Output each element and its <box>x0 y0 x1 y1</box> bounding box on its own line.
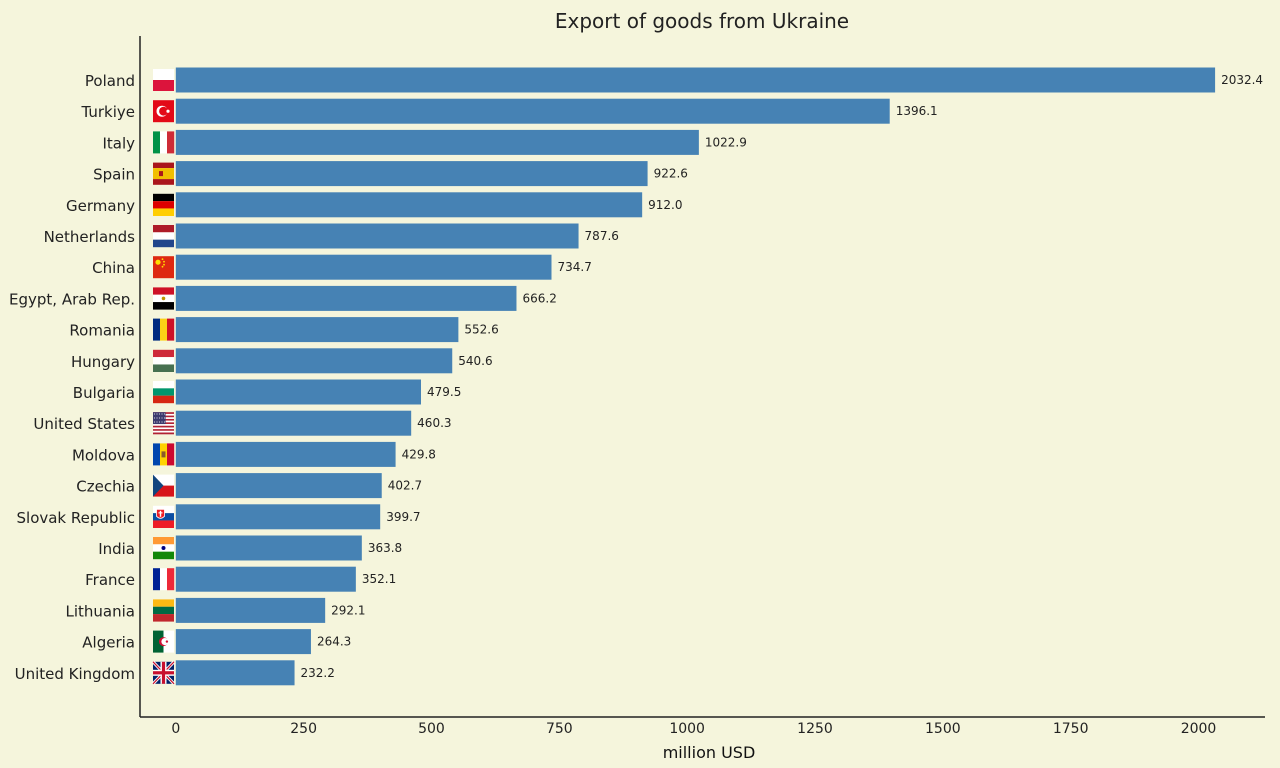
category-label: Algeria <box>82 634 135 652</box>
category-label: Netherlands <box>44 228 136 246</box>
category-label: Germany <box>66 197 135 215</box>
category-label: Spain <box>93 166 135 184</box>
bar-algeria <box>175 629 311 655</box>
value-label: 292.1 <box>331 603 365 617</box>
bar-czechia <box>175 473 382 499</box>
bar-poland <box>175 67 1216 93</box>
lithuania-flag-icon <box>153 599 174 622</box>
value-label: 922.6 <box>654 167 688 181</box>
x-tick-label: 1000 <box>669 721 705 737</box>
value-labels: 2032.4 1396.1 1022.9 922.6 912.0 787.6 734.7 66… <box>301 73 1264 680</box>
value-label: 2032.4 <box>1221 73 1263 87</box>
category-label: France <box>85 571 135 589</box>
category-label: Romania <box>69 322 135 340</box>
bar-italy <box>175 129 699 155</box>
value-label: 479.5 <box>427 385 461 399</box>
bar-slovak-republic <box>175 504 381 530</box>
x-tick-label: 0 <box>171 721 180 737</box>
bar-lithuania <box>175 597 326 623</box>
category-label: Turkiye <box>80 103 135 121</box>
bar-turkiye <box>175 98 890 124</box>
italy-flag-icon <box>153 131 175 154</box>
value-label: 787.6 <box>585 229 619 243</box>
value-label: 540.6 <box>458 354 492 368</box>
value-label: 402.7 <box>388 479 422 493</box>
category-label: Czechia <box>76 478 135 496</box>
chart-title: Export of goods from Ukraine <box>555 9 849 33</box>
bar-bulgaria <box>175 379 421 405</box>
netherlands-flag-icon <box>153 225 174 248</box>
bar-netherlands <box>175 223 579 249</box>
spain-flag-icon <box>153 162 174 185</box>
x-tick-labels: 0 250 500 750 1000 1250 1500 1750 2000 <box>171 721 1216 737</box>
category-label: Bulgaria <box>73 384 135 402</box>
bar-egypt-arab-rep- <box>175 285 517 311</box>
axes <box>139 36 1265 718</box>
x-tick-label: 250 <box>290 721 317 737</box>
bar-germany <box>175 192 643 218</box>
bars-layer <box>175 67 1216 686</box>
india-flag-icon <box>153 537 174 560</box>
germany-flag-icon <box>153 193 174 216</box>
czechia-flag-icon <box>153 474 174 497</box>
category-label: United Kingdom <box>15 665 135 683</box>
bar-romania <box>175 317 459 343</box>
category-label: Poland <box>85 72 135 90</box>
bar-moldova <box>175 441 396 467</box>
category-label: United States <box>33 415 135 433</box>
value-label: 912.0 <box>648 198 682 212</box>
x-tick-label: 1750 <box>1053 721 1089 737</box>
x-tick-label: 1250 <box>797 721 833 737</box>
hungary-flag-icon <box>153 349 174 372</box>
value-label: 1396.1 <box>896 104 938 118</box>
x-tick-label: 2000 <box>1181 721 1217 737</box>
france-flag-icon <box>153 568 175 591</box>
bar-hungary <box>175 348 453 374</box>
category-labels: Poland Turkiye Italy Spain Germany Netherland… <box>9 72 135 683</box>
bar-united-kingdom <box>175 660 295 686</box>
china-flag-icon <box>153 256 174 279</box>
turkey-flag-icon <box>153 100 174 123</box>
value-label: 1022.9 <box>705 135 747 149</box>
x-tick-label: 1500 <box>925 721 961 737</box>
value-label: 460.3 <box>417 416 451 430</box>
bar-spain <box>175 161 648 187</box>
romania-flag-icon <box>153 318 175 341</box>
egypt-flag-icon <box>153 287 174 310</box>
flags-layer <box>151 69 176 685</box>
category-label: Italy <box>102 134 135 152</box>
x-tick-label: 500 <box>418 721 445 737</box>
category-label: India <box>98 540 135 558</box>
category-label: China <box>92 259 135 277</box>
united-kingdom-flag-icon <box>151 660 176 685</box>
x-axis-label: million USD <box>663 743 756 762</box>
value-label: 264.3 <box>317 635 351 649</box>
category-label: Hungary <box>71 353 135 371</box>
value-label: 666.2 <box>522 291 556 305</box>
bar-united-states <box>175 410 412 436</box>
value-label: 552.6 <box>464 323 498 337</box>
category-label: Slovak Republic <box>17 509 136 527</box>
bar-france <box>175 566 356 592</box>
bar-china <box>175 254 552 280</box>
category-label: Egypt, Arab Rep. <box>9 290 135 308</box>
bar-india <box>175 535 362 561</box>
value-label: 399.7 <box>386 510 420 524</box>
value-label: 232.2 <box>301 666 335 680</box>
value-label: 352.1 <box>362 572 396 586</box>
value-label: 363.8 <box>368 541 402 555</box>
category-label: Lithuania <box>66 602 135 620</box>
moldova-flag-icon <box>153 443 175 466</box>
slovakia-flag-icon <box>153 505 174 528</box>
value-label: 429.8 <box>402 447 436 461</box>
poland-flag-icon <box>153 69 174 91</box>
bulgaria-flag-icon <box>153 381 174 404</box>
x-tick-label: 750 <box>546 721 573 737</box>
algeria-flag-icon <box>153 630 174 653</box>
value-label: 734.7 <box>557 260 591 274</box>
category-label: Moldova <box>72 446 135 464</box>
united-states-flag-icon <box>153 412 174 435</box>
